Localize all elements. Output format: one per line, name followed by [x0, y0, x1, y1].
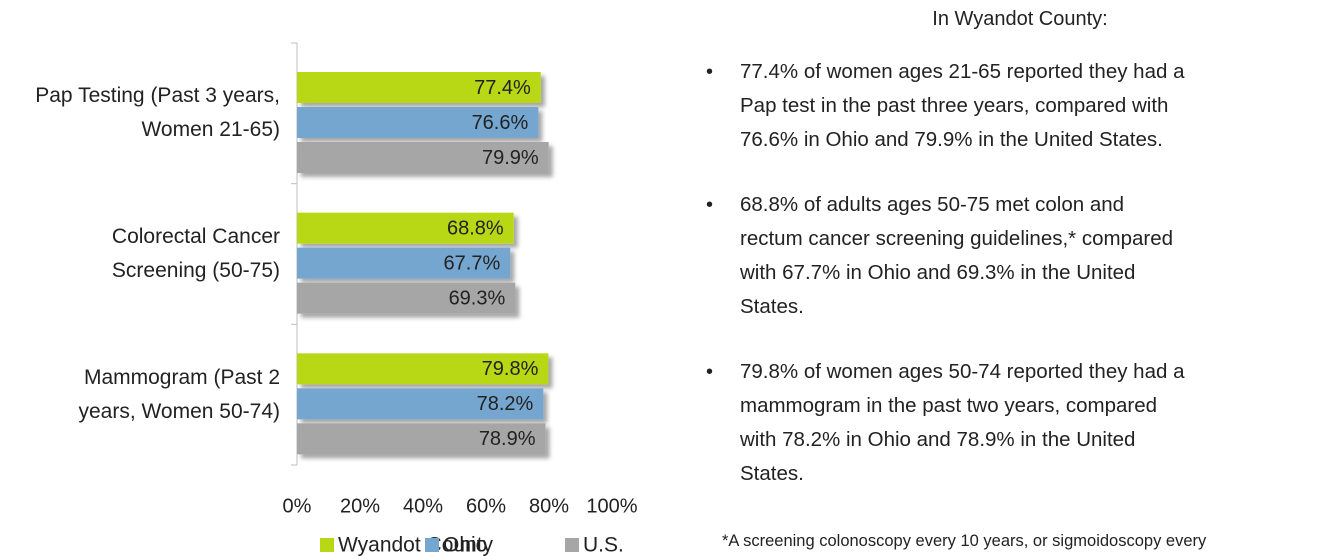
legend-label: Ohio — [443, 534, 487, 556]
bullet-item: • 77.4% of women ages 21-65 reported they… — [706, 55, 1185, 157]
heading: In Wyandot County: — [932, 8, 1108, 30]
x-tick-label: 80% — [529, 495, 569, 517]
bar — [297, 247, 511, 279]
bar — [297, 142, 549, 173]
bar — [297, 282, 516, 314]
data-label: 67.7% — [444, 252, 501, 274]
bar — [297, 423, 546, 455]
bullet-dot: • — [706, 61, 714, 83]
x-tick-label: 0% — [283, 495, 312, 517]
bullet-line: 68.8% of adults ages 50-75 met colon and — [740, 193, 1125, 216]
bullet-dot: • — [706, 361, 714, 383]
bullet-line: 79.8% of women ages 50-74 reported they … — [740, 360, 1185, 383]
bullet-line: rectum cancer screening guidelines,* com… — [740, 227, 1174, 250]
bar — [297, 353, 549, 385]
legend-label: Wyandot County — [338, 534, 494, 556]
data-label: 68.8% — [447, 217, 504, 239]
x-tick-label: 40% — [403, 495, 443, 517]
bullet-line: 76.6% in Ohio and 79.9% in the United St… — [740, 128, 1163, 151]
legend-swatch — [320, 538, 334, 552]
category-label: Colorectal Cancer Screening (50-75) — [111, 225, 280, 282]
legend-label: U.S. — [583, 534, 624, 556]
bullet-dot: • — [706, 194, 714, 216]
x-tick-label: 60% — [466, 495, 506, 517]
bar — [297, 388, 544, 420]
legend-swatch — [565, 538, 579, 552]
bullet-line: mammogram in the past two years, compare… — [740, 394, 1157, 417]
data-label: 77.4% — [474, 77, 531, 99]
category-label: Mammogram (Past 2 years, Women 50-74) — [78, 365, 280, 423]
data-label: 78.2% — [477, 393, 534, 415]
data-label: 76.6% — [472, 112, 529, 134]
bar — [297, 107, 539, 138]
data-label: 78.9% — [479, 428, 536, 450]
data-label: 79.9% — [482, 147, 539, 169]
data-label: 79.8% — [482, 358, 539, 380]
x-tick-label: 20% — [340, 495, 380, 517]
legend-swatch — [425, 538, 439, 552]
bullet-line: States. — [740, 295, 804, 318]
bullet-line: States. — [740, 462, 804, 485]
bullet-item: • 79.8% of women ages 50-74 reported they… — [706, 355, 1185, 491]
data-label: 69.3% — [449, 287, 506, 309]
footnote: *A screening colonoscopy every 10 years,… — [722, 532, 1207, 550]
bullet-item: • 68.8% of adults ages 50-75 met colon an… — [706, 188, 1174, 324]
bar — [297, 72, 541, 103]
x-tick-label: 100% — [586, 495, 637, 517]
bullet-line: with 78.2% in Ohio and 78.9% in the Unit… — [740, 428, 1136, 451]
bullet-line: with 67.7% in Ohio and 69.3% in the Unit… — [740, 261, 1136, 284]
bullet-line: 77.4% of women ages 21-65 reported they … — [740, 60, 1185, 83]
bar — [297, 212, 514, 244]
category-label: Pap Testing (Past 3 years, Women 21-65) — [35, 84, 280, 142]
bullet-line: Pap test in the past three years, compar… — [740, 94, 1169, 117]
